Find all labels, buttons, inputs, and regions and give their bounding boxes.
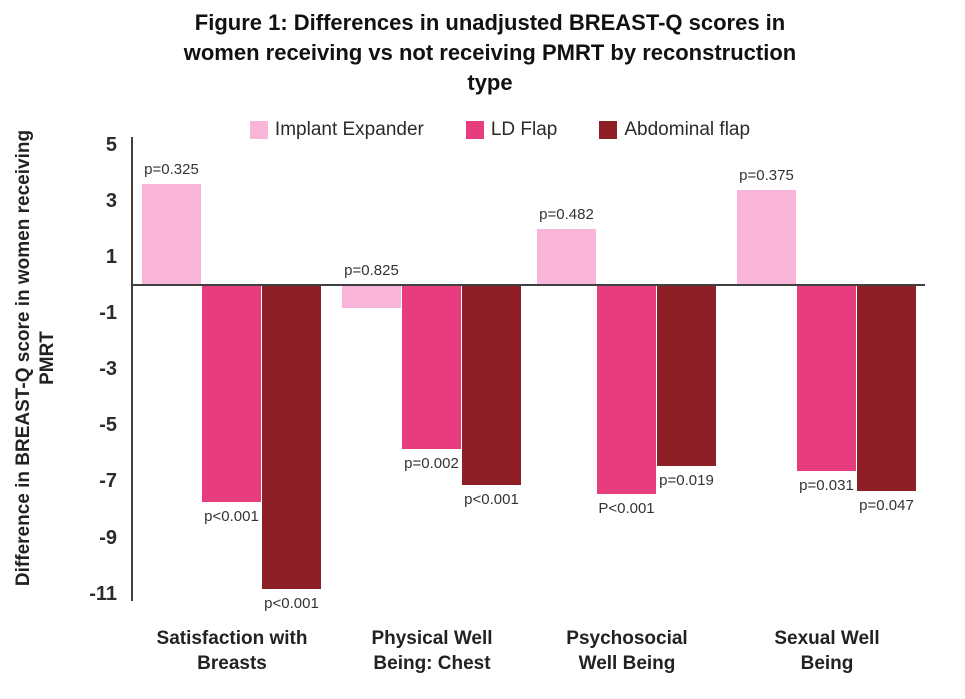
p-value-label: p=0.325 [144,160,199,178]
y-tick-label: -3 [99,358,117,381]
p-value-label: p=0.019 [659,471,714,489]
bar [797,286,856,472]
bar [857,286,916,491]
bar [737,189,796,285]
category-label-line: Being: Chest [373,653,491,674]
chart-title: Figure 1: Differences in unadjusted BREA… [90,8,890,98]
category-label-line: Well Being [578,653,676,674]
category-label-line: Breasts [197,653,267,674]
category-label-3: Sexual Well Being [722,626,932,676]
y-tick-label: -7 [99,470,117,493]
y-tick-label: -1 [99,302,117,325]
legend-label: LD Flap [490,119,558,140]
p-value-label: p=0.825 [344,262,399,279]
category-label-line: Being [800,653,854,674]
y-tick-label: -11 [89,582,117,605]
category-label-line: Sexual Well [774,628,880,649]
y-tick-label: 1 [105,245,117,268]
p-value-label: p=0.375 [739,166,794,184]
chart-title-line-3: type [467,70,513,95]
p-value-label: p<0.001 [264,595,319,613]
y-tick-label: -9 [99,526,117,549]
p-value-label: p=0.002 [404,454,459,472]
category-label-line: Psychosocial [566,628,688,649]
y-tick-label: -5 [99,414,117,437]
y-tick-label: 5 [105,133,117,156]
chart-legend: Implant Expander LD Flap Abdominal flap [60,119,940,141]
p-value-label: p=0.031 [799,477,854,495]
bar [597,286,656,494]
legend-label: Abdominal flap [624,119,751,140]
bar [202,286,261,503]
chart-title-line-1: Figure 1: Differences in unadjusted BREA… [194,10,786,35]
bar [262,286,321,590]
legend-swatch-icon [249,121,268,139]
p-value-label: p=0.047 [859,496,914,514]
p-value-label: p<0.001 [204,508,259,526]
zero-baseline [131,284,925,286]
p-value-label: p=0.482 [539,205,594,223]
p-value-label: P<0.001 [598,499,655,517]
bar [342,286,401,309]
bar [462,286,521,486]
category-label-line: Satisfaction with [156,628,308,649]
y-tick-label: 3 [105,189,117,212]
y-axis-line [131,137,133,601]
legend-item-0: Implant Expander [249,119,424,141]
p-value-label: p<0.001 [464,491,519,509]
bar [537,228,596,285]
category-label-line: Physical Well [371,628,493,649]
bar [402,286,461,449]
legend-item-1: LD Flap [465,119,558,141]
chart-title-line-2: women receiving vs not receiving PMRT by… [183,40,797,65]
category-label-0: Satisfaction with Breasts [127,626,337,676]
category-label-1: Physical Well Being: Chest [327,626,537,676]
legend-swatch-icon [465,121,484,139]
legend-swatch-icon [599,121,618,139]
bar [142,183,201,285]
y-axis-label-line-1: Difference in BREAST-Q score in women re… [13,129,34,587]
category-label-2: Psychosocial Well Being [522,626,732,676]
legend-item-2: Abdominal flap [599,119,750,141]
bar [657,286,716,466]
legend-label: Implant Expander [274,119,424,140]
